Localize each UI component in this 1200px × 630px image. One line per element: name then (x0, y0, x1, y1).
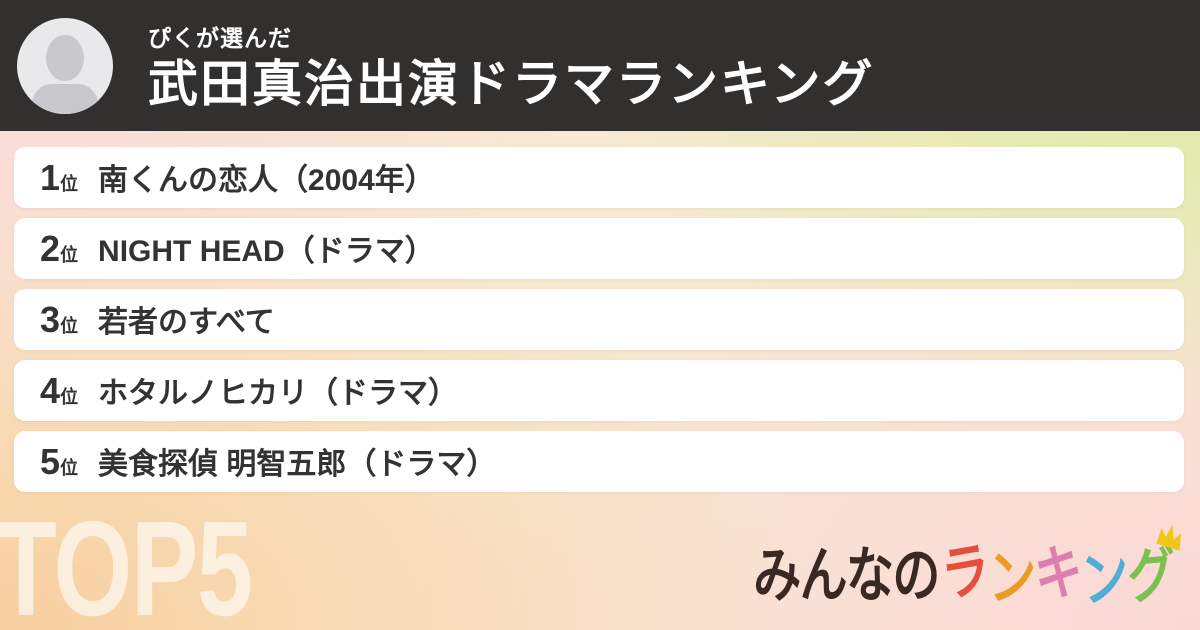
person-icon (46, 34, 84, 81)
rank-suffix: 位 (60, 315, 79, 336)
ranking-row-4: 4位 ホタルノヒカリ（ドラマ） (14, 360, 1184, 421)
rank-number: 4 (40, 369, 61, 411)
header-bar: ぴくが選んだ 武田真治出演ドラマランキング (0, 0, 1200, 131)
top5-watermark: TOP5 (0, 493, 253, 630)
rank-suffix: 位 (60, 457, 79, 478)
page-title: 武田真治出演ドラマランキング (148, 56, 875, 112)
brand-logo: みんなのランキング (753, 525, 1181, 616)
header-text-block: ぴくが選んだ 武田真治出演ドラマランキング (148, 19, 875, 112)
rank-number: 5 (40, 440, 61, 482)
ranking-row-1: 1位 南くんの恋人（2004年） (14, 147, 1184, 208)
rank-suffix: 位 (60, 386, 79, 407)
person-icon-shoulders (32, 83, 98, 114)
ranking-row-3: 3位 若者のすべて (14, 289, 1184, 350)
brand-char: ン (1077, 539, 1133, 616)
crown-icon (1154, 520, 1185, 553)
ranking-item-title: ホタルノヒカリ（ドラマ） (98, 376, 459, 410)
ranking-item-title: 若者のすべて (98, 305, 275, 339)
rank-suffix: 位 (60, 244, 79, 265)
rank-number: 1 (40, 156, 61, 198)
avatar (17, 17, 113, 114)
brand-char: グ (1125, 540, 1176, 611)
rank-number: 2 (40, 227, 61, 269)
brand-prefix: みんなの (753, 542, 940, 609)
rank-suffix: 位 (60, 173, 79, 194)
brand-colored-text: ランキング (938, 525, 1181, 616)
ranking-list: 1位 南くんの恋人（2004年） 2位 NIGHT HEAD（ドラマ） 3位 若者のす… (14, 147, 1184, 492)
ranking-item-title: 美食探偵 明智五郎（ドラマ） (98, 447, 497, 481)
ranking-row-5: 5位 美食探偵 明智五郎（ドラマ） (14, 431, 1184, 492)
brand-char: キ (1031, 537, 1084, 610)
ranking-row-2: 2位 NIGHT HEAD（ドラマ） (14, 218, 1184, 279)
brand-char: ン (987, 543, 1036, 612)
rank-number: 3 (40, 298, 61, 340)
ranking-item-title: NIGHT HEAD（ドラマ） (98, 234, 435, 268)
chosen-by-label: ぴくが選んだ (148, 25, 292, 51)
ranking-item-title: 南くんの恋人（2004年） (98, 163, 435, 197)
brand-char: ラ (938, 535, 992, 610)
